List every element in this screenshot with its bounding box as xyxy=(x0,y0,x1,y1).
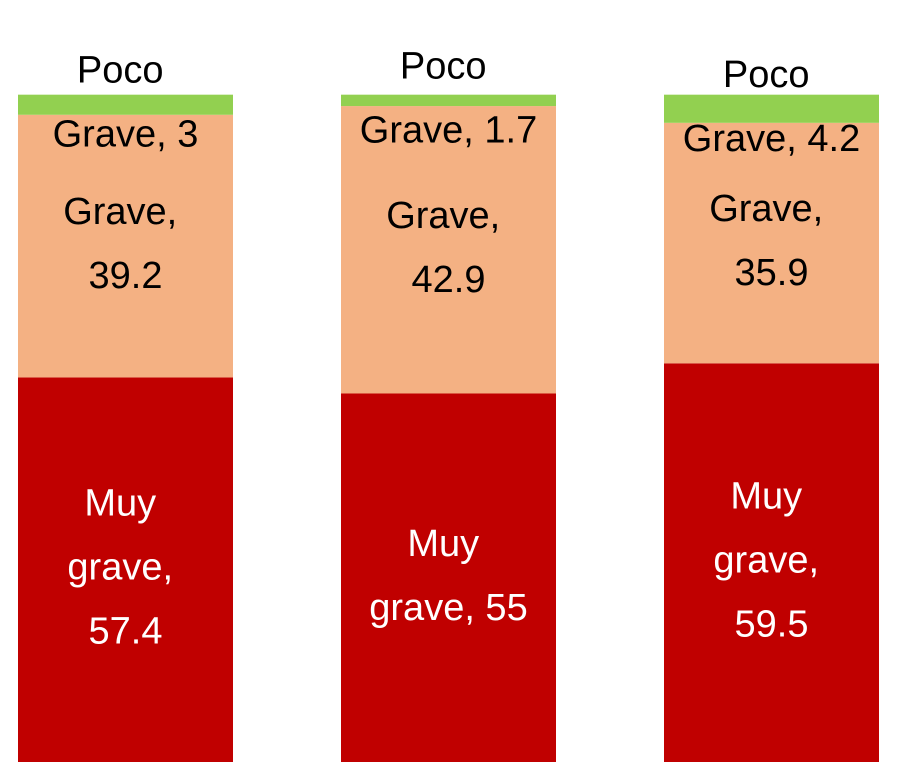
data-label: Muy grave, 55 xyxy=(369,523,527,629)
bar-segment xyxy=(664,94,879,123)
data-label: Grave, 39.2 xyxy=(63,191,188,297)
data-label: Grave, 35.9 xyxy=(709,188,834,294)
bar-segment xyxy=(664,363,879,762)
data-label: Poco Grave, 1.7 xyxy=(360,45,537,151)
data-label: Muy grave, 57.4 xyxy=(67,483,183,653)
data-label: Poco Grave, 3 xyxy=(53,50,199,156)
bar-segment xyxy=(18,114,233,378)
bar-segment xyxy=(664,122,879,364)
data-label: Grave, 42.9 xyxy=(386,195,511,301)
data-label: Muy grave, 59.5 xyxy=(713,476,829,646)
bar-segment xyxy=(18,94,233,115)
bar-segment xyxy=(341,393,556,762)
bar-segment xyxy=(18,377,233,762)
bar-segment xyxy=(341,106,556,394)
data-label: Poco Grave, 4.2 xyxy=(683,54,860,160)
bar-segment xyxy=(341,94,556,107)
